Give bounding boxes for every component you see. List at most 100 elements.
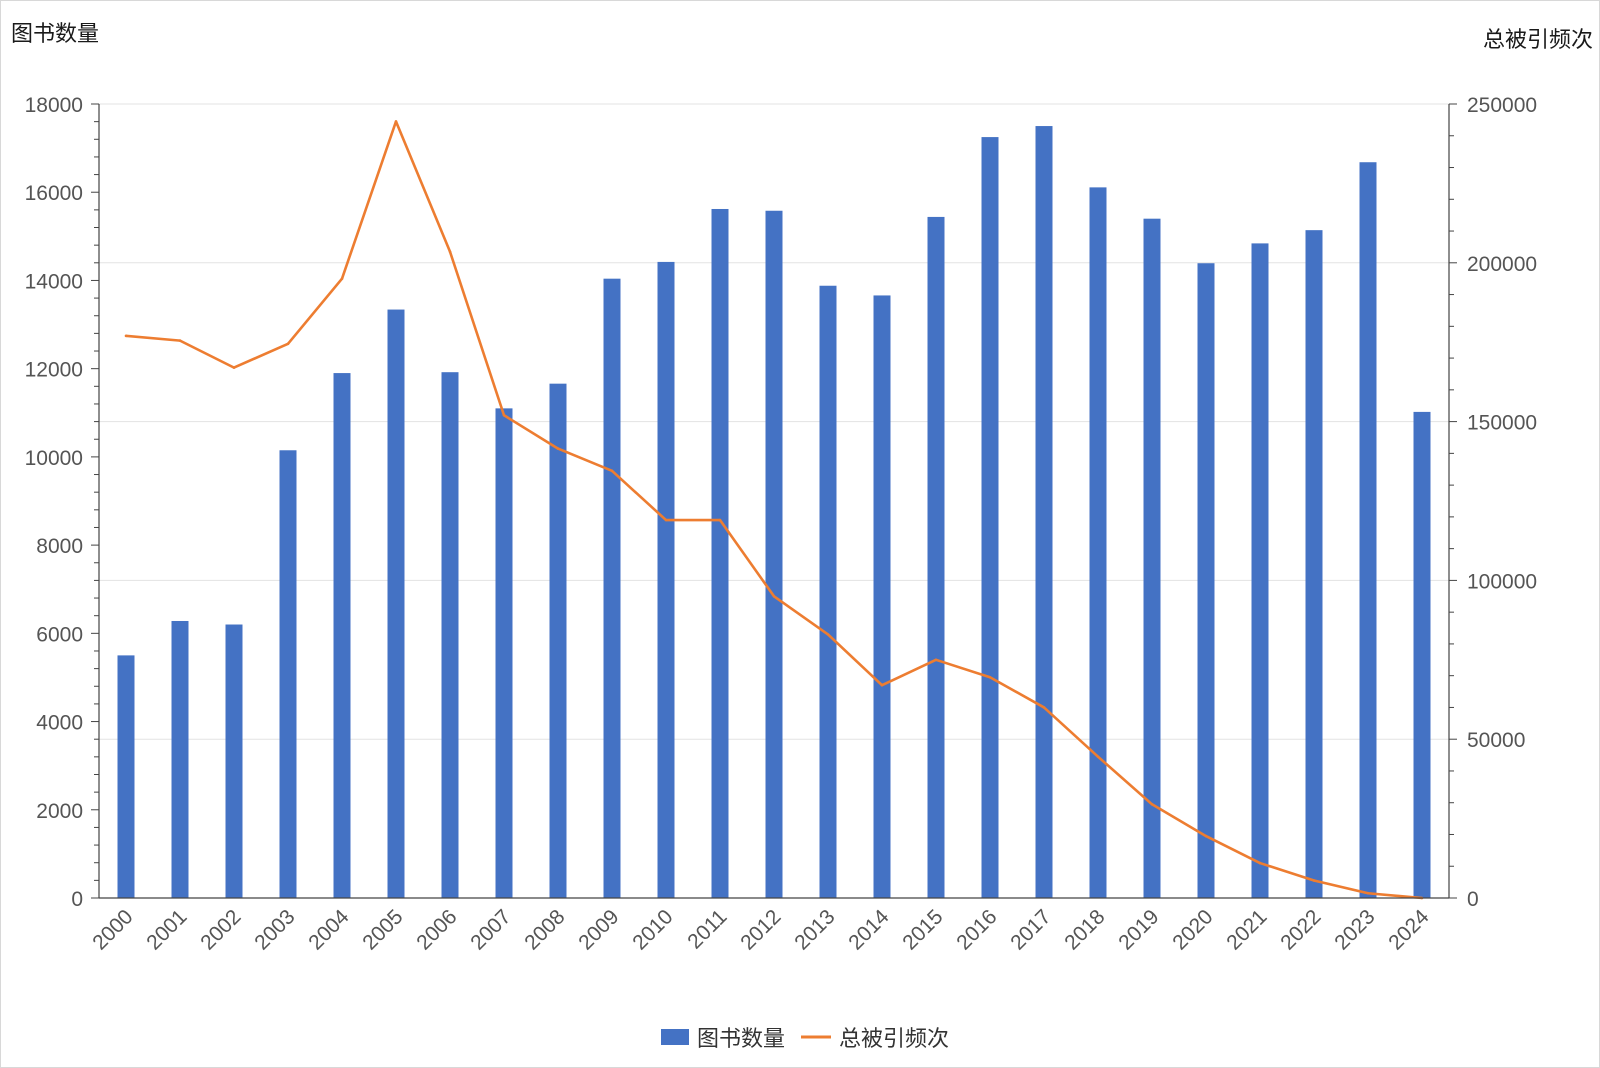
bar-2023 bbox=[1359, 162, 1377, 898]
line-point-2010 bbox=[664, 518, 668, 522]
legend-bar-swatch bbox=[661, 1029, 689, 1045]
x-tick-label-2024: 2024 bbox=[1384, 905, 1434, 955]
left-axis-title: 图书数量 bbox=[11, 22, 99, 47]
line-point-2022 bbox=[1312, 879, 1316, 882]
right-axis-title: 总被引频次 bbox=[1483, 28, 1593, 53]
x-tick-label-2001: 2001 bbox=[142, 905, 191, 954]
bar-2002 bbox=[225, 624, 243, 898]
bar-series bbox=[117, 126, 1431, 899]
x-tick-label-2004: 2004 bbox=[304, 905, 354, 955]
x-tick-label-2022: 2022 bbox=[1276, 905, 1325, 954]
left-tick-label-8: 16000 bbox=[25, 182, 83, 205]
x-tick-label-2013: 2013 bbox=[790, 905, 839, 954]
line-point-2016 bbox=[988, 675, 992, 679]
x-tick-label-2012: 2012 bbox=[736, 905, 785, 954]
legend-label-bar: 图书数量 bbox=[697, 1027, 785, 1052]
line-point-2013 bbox=[826, 633, 830, 636]
right-tick-label-5: 250000 bbox=[1467, 94, 1537, 117]
line-point-2014 bbox=[880, 683, 884, 687]
x-tick-label-2023: 2023 bbox=[1330, 905, 1379, 954]
bar-2020 bbox=[1197, 263, 1215, 899]
x-tick-label-2000: 2000 bbox=[88, 905, 137, 954]
bar-2000 bbox=[117, 655, 135, 898]
line-point-2007 bbox=[502, 413, 506, 417]
left-tick-label-3: 6000 bbox=[36, 623, 83, 646]
x-tick-label-2011: 2011 bbox=[683, 905, 731, 953]
x-tick-label-2015: 2015 bbox=[898, 905, 947, 954]
line-series bbox=[124, 120, 1424, 900]
legend: 图书数量 总被引频次 bbox=[661, 1027, 949, 1052]
line-point-2017 bbox=[1042, 706, 1046, 709]
bar-2024 bbox=[1413, 411, 1431, 898]
left-tick-label-2: 4000 bbox=[36, 712, 83, 735]
bar-2017 bbox=[1035, 126, 1053, 899]
left-tick-label-4: 8000 bbox=[36, 535, 83, 558]
left-tick-label-0: 0 bbox=[71, 888, 83, 911]
line-point-2020 bbox=[1204, 834, 1208, 838]
bar-2022 bbox=[1305, 230, 1323, 898]
bar-2013 bbox=[819, 285, 837, 898]
bar-2001 bbox=[171, 620, 189, 898]
bar-2012 bbox=[765, 210, 783, 898]
line-point-2004 bbox=[340, 277, 344, 280]
x-tick-label-2019: 2019 bbox=[1114, 905, 1163, 954]
x-tick-label-2003: 2003 bbox=[250, 905, 299, 954]
x-tick-label-2017: 2017 bbox=[1006, 905, 1055, 954]
x-tick-label-2014: 2014 bbox=[844, 905, 894, 955]
right-tick-label-0: 0 bbox=[1467, 888, 1479, 911]
line-point-2003 bbox=[286, 342, 290, 346]
line-point-2005 bbox=[394, 120, 398, 123]
bar-2021 bbox=[1251, 243, 1269, 898]
x-tick-label-2016: 2016 bbox=[952, 905, 1001, 954]
x-tick-label-2006: 2006 bbox=[412, 905, 461, 954]
line-point-2021 bbox=[1258, 861, 1262, 865]
x-tick-label-2008: 2008 bbox=[520, 905, 569, 954]
line-point-2015 bbox=[934, 658, 938, 662]
line-point-2019 bbox=[1150, 803, 1154, 806]
bar-2004 bbox=[333, 373, 351, 899]
right-tick-label-4: 200000 bbox=[1467, 253, 1537, 276]
legend-label-line: 总被引频次 bbox=[839, 1027, 949, 1052]
left-tick-label-7: 14000 bbox=[25, 270, 83, 293]
bar-2008 bbox=[549, 383, 567, 899]
line-point-2023 bbox=[1366, 891, 1370, 895]
line-point-2006 bbox=[448, 250, 452, 253]
bar-2016 bbox=[981, 137, 999, 899]
bar-2015 bbox=[927, 216, 945, 898]
line-point-2001 bbox=[178, 339, 182, 342]
left-tick-label-6: 12000 bbox=[25, 359, 83, 382]
right-tick-label-2: 100000 bbox=[1467, 570, 1537, 593]
left-tick-label-1: 2000 bbox=[36, 800, 83, 823]
line-point-2000 bbox=[124, 334, 128, 338]
x-tick-label-2020: 2020 bbox=[1168, 905, 1217, 954]
x-tick-label-2018: 2018 bbox=[1060, 905, 1109, 954]
right-tick-label-1: 50000 bbox=[1467, 729, 1525, 752]
bar-2005 bbox=[387, 309, 405, 899]
line-point-2012 bbox=[772, 594, 776, 598]
left-tick-label-9: 18000 bbox=[25, 94, 83, 117]
bar-2009 bbox=[603, 278, 621, 898]
axes bbox=[91, 103, 1457, 899]
bar-2010 bbox=[657, 261, 675, 898]
x-tick-label-2007: 2007 bbox=[466, 905, 515, 954]
line-point-2018 bbox=[1096, 755, 1100, 758]
x-tick-label-2002: 2002 bbox=[196, 905, 245, 954]
bar-2011 bbox=[711, 208, 729, 899]
bar-2006 bbox=[441, 372, 459, 898]
line-point-2011 bbox=[718, 518, 722, 522]
bar-2014 bbox=[873, 295, 891, 898]
bar-2018 bbox=[1089, 187, 1107, 898]
line-point-2009 bbox=[610, 469, 614, 473]
left-tick-label-5: 10000 bbox=[25, 447, 83, 470]
line-point-2002 bbox=[232, 366, 236, 369]
line-point-2008 bbox=[556, 447, 560, 450]
x-tick-label-2021: 2021 bbox=[1222, 905, 1271, 954]
x-tick-label-2005: 2005 bbox=[358, 905, 407, 954]
x-tick-label-2010: 2010 bbox=[628, 905, 677, 954]
bar-2007 bbox=[495, 408, 513, 898]
bar-2003 bbox=[279, 450, 297, 898]
x-tick-label-2009: 2009 bbox=[574, 905, 623, 954]
right-tick-label-3: 150000 bbox=[1467, 412, 1537, 435]
